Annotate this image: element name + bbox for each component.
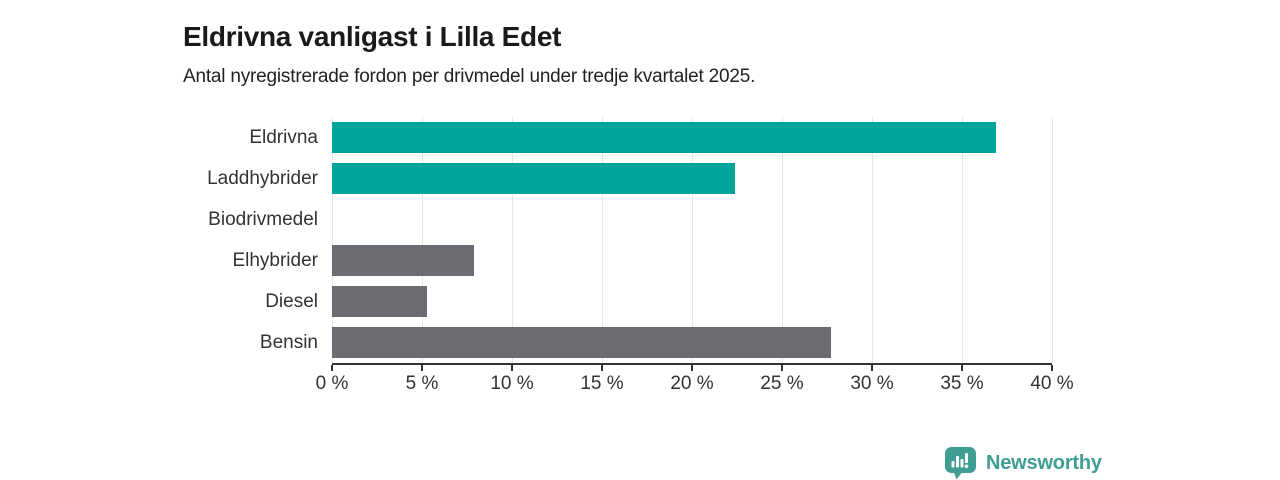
- newsworthy-logo: Newsworthy: [944, 446, 1102, 480]
- gridline: [871, 117, 873, 363]
- x-axis-tick-label: 20 %: [670, 373, 714, 394]
- x-axis-tick-mark: [871, 365, 873, 371]
- chart-title: Eldrivna vanligast i Lilla Edet: [183, 20, 562, 52]
- x-axis-tick-label: 35 %: [940, 373, 984, 394]
- y-axis-label: Elhybrider: [232, 249, 318, 271]
- y-axis-label: Bensin: [259, 331, 318, 353]
- y-axis-label: Laddhybrider: [207, 167, 318, 189]
- x-axis-tick-mark: [421, 365, 423, 371]
- gridline: [421, 117, 423, 363]
- gridline: [961, 117, 963, 363]
- x-axis-tick-label: 25 %: [760, 373, 804, 394]
- x-axis-tick-label: 0 %: [315, 373, 349, 394]
- newsworthy-logo-icon: [944, 446, 977, 480]
- gridline: [511, 117, 513, 363]
- x-axis-tick-mark: [781, 365, 783, 371]
- bar-laddhybrider: [332, 163, 736, 194]
- y-axis-label: Biodrivmedel: [208, 208, 318, 230]
- x-axis-tick-label: 30 %: [850, 373, 894, 394]
- gridline: [601, 117, 603, 363]
- bar-eldrivna: [332, 122, 997, 153]
- y-axis-label: Eldrivna: [249, 126, 318, 148]
- x-axis-tick-mark: [601, 365, 603, 371]
- bar-diesel: [332, 286, 428, 317]
- bar-bensin: [332, 327, 831, 358]
- x-axis-tick-label: 15 %: [580, 373, 624, 394]
- plot-area: 0 % 5 % 10 % 15 % 20 % 25 % 30 % 35 % 40 %: [316, 117, 1074, 394]
- x-axis-tick-mark: [1051, 365, 1053, 371]
- bar-elhybrider: [332, 245, 475, 276]
- gridline: [1051, 117, 1053, 363]
- x-axis-tick-mark: [691, 365, 693, 371]
- x-axis-tick-label: 40 %: [1030, 373, 1074, 394]
- x-axis-tick-mark: [961, 365, 963, 371]
- gridline: [691, 117, 693, 363]
- y-axis-label: Diesel: [265, 290, 318, 312]
- x-axis-tick-mark: [331, 365, 333, 371]
- newsworthy-logo-text: Newsworthy: [986, 451, 1102, 474]
- x-axis-tick-label: 10 %: [490, 373, 534, 394]
- gridline: [331, 117, 333, 363]
- gridline: [781, 117, 783, 363]
- x-axis-tick-mark: [511, 365, 513, 371]
- chart-subtitle: Antal nyregistrerade fordon per drivmede…: [183, 66, 756, 87]
- y-axis-labels: Eldrivna Laddhybrider Biodrivmedel Elhybrid…: [0, 117, 318, 363]
- x-axis-tick-label: 5 %: [405, 373, 439, 394]
